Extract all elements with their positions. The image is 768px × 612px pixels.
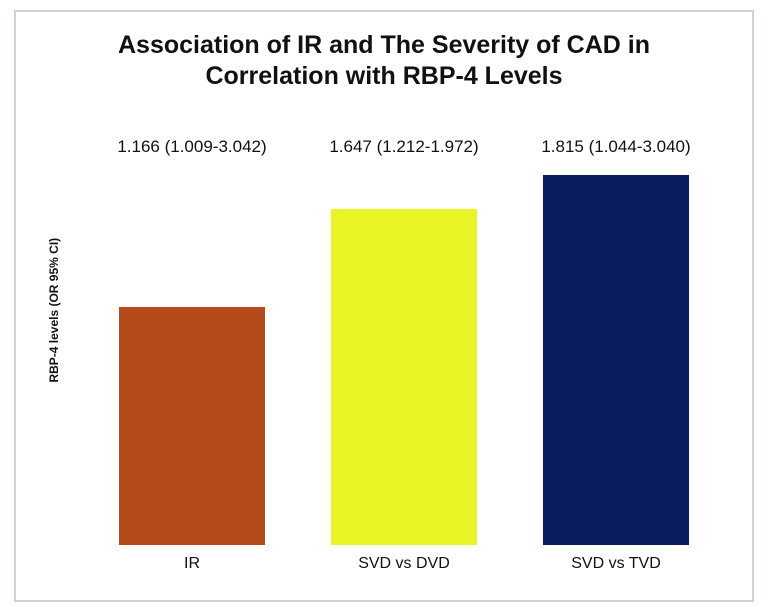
category-label: SVD vs DVD bbox=[358, 555, 450, 573]
bar-col-svd-dvd: 1.647 (1.212-1.972) SVD vs DVD bbox=[298, 137, 510, 545]
bar-columns: 1.166 (1.009-3.042) IR 1.647 (1.212-1.97… bbox=[86, 137, 722, 545]
chart-container: Association of IR and The Severity of CA… bbox=[0, 0, 768, 612]
bar-value-label: 1.166 (1.009-3.042) bbox=[117, 137, 266, 157]
category-label: SVD vs TVD bbox=[571, 555, 661, 573]
chart-frame: Association of IR and The Severity of CA… bbox=[14, 10, 754, 602]
bar-svd-vs-dvd bbox=[331, 209, 477, 545]
category-label: IR bbox=[184, 555, 200, 573]
bar-col-ir: 1.166 (1.009-3.042) IR bbox=[86, 137, 298, 545]
bar-value-label: 1.647 (1.212-1.972) bbox=[329, 137, 478, 157]
y-axis-label: RBP-4 levels (OR 95% CI) bbox=[47, 238, 61, 383]
bar-value-label: 1.815 (1.044-3.040) bbox=[541, 137, 690, 157]
plot-area: 1.166 (1.009-3.042) IR 1.647 (1.212-1.97… bbox=[86, 137, 722, 545]
bar-ir bbox=[119, 307, 265, 545]
chart-title: Association of IR and The Severity of CA… bbox=[76, 30, 692, 93]
bar-col-svd-tvd: 1.815 (1.044-3.040) SVD vs TVD bbox=[510, 137, 722, 545]
bar-svd-vs-tvd bbox=[543, 175, 689, 545]
